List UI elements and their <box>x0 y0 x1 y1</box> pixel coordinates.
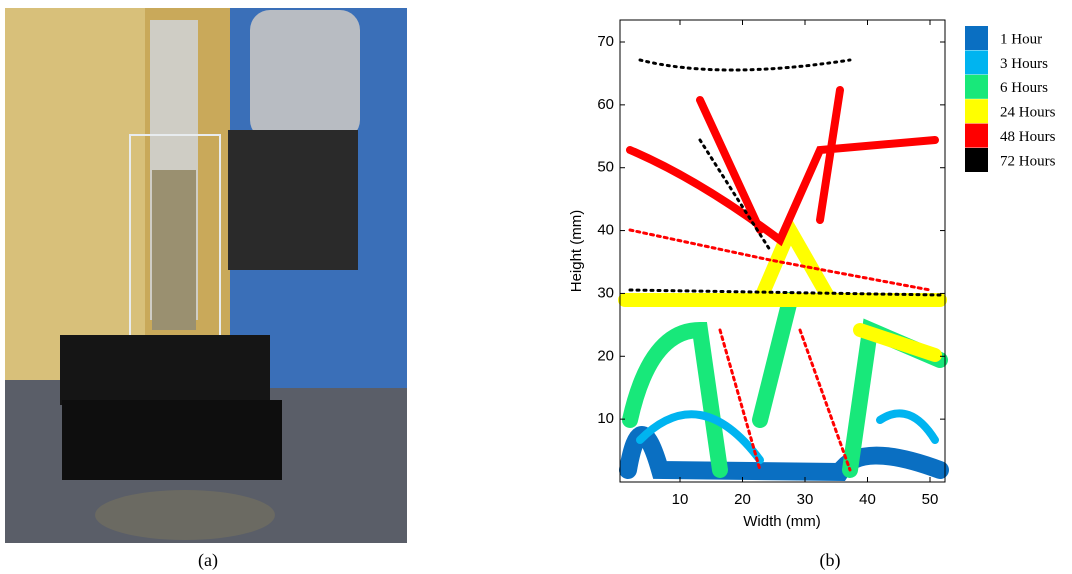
legend-swatch <box>965 148 988 172</box>
photo <box>5 8 407 543</box>
x-label: Width (mm) <box>743 513 821 530</box>
x-tick-label: 40 <box>859 491 876 508</box>
y-tick-label: 20 <box>597 347 614 364</box>
y-tick-label: 30 <box>597 284 614 301</box>
flow-map <box>618 58 949 482</box>
y-tick-label: 70 <box>597 33 614 50</box>
y-tick-label: 50 <box>597 159 614 176</box>
x-tick-label: 10 <box>672 491 689 508</box>
legend-swatch <box>965 50 988 75</box>
y-label: Height (mm) <box>568 210 585 293</box>
legend-label: 6 Hours <box>1000 80 1048 96</box>
caption-b: (b) <box>820 550 841 571</box>
x-tick-label: 30 <box>797 491 814 508</box>
caption-a: (a) <box>198 550 218 571</box>
legend-swatch <box>965 99 988 124</box>
legend-swatch <box>965 74 988 99</box>
x-tick-label: 50 <box>922 491 939 508</box>
legend-label: 3 Hours <box>1000 56 1048 72</box>
legend-swatch <box>965 26 988 50</box>
plot-frame <box>619 19 946 483</box>
x-tick-label: 20 <box>734 491 751 508</box>
legend-label: 24 Hours <box>1000 105 1056 121</box>
y-tick-label: 60 <box>597 96 614 113</box>
y-tick-label: 40 <box>597 222 614 239</box>
legend-label: 48 Hours <box>1000 129 1056 145</box>
legend-label: 72 Hours <box>1000 153 1056 169</box>
y-tick-label: 10 <box>597 410 614 427</box>
legend-label: 1 Hour <box>1000 31 1042 47</box>
legend-swatch <box>965 123 988 148</box>
